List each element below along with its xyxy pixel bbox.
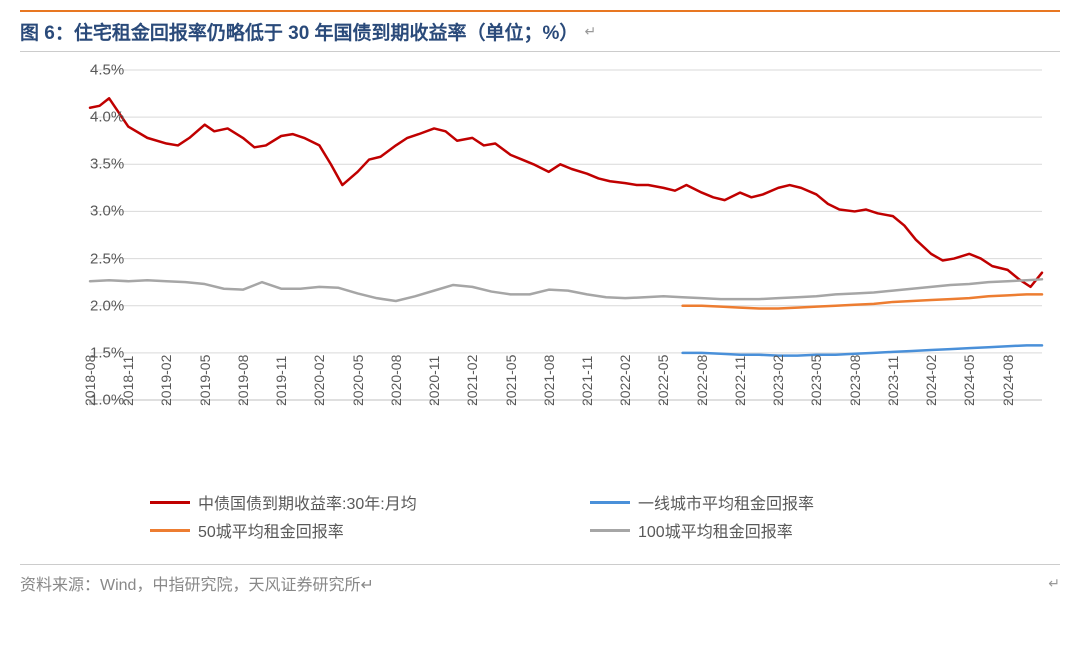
x-axis-label: 2024-08 <box>1000 355 1016 406</box>
x-axis-label: 2022-05 <box>655 355 671 406</box>
x-axis-label: 2021-02 <box>464 355 480 406</box>
x-axis-label: 2019-05 <box>197 355 213 406</box>
legend-label: 50城平均租金回报率 <box>198 518 344 542</box>
x-axis-label: 2019-08 <box>235 355 251 406</box>
legend-swatch <box>590 501 630 504</box>
legend-item: 100城平均租金回报率 <box>590 518 1030 542</box>
legend-item: 50城平均租金回报率 <box>150 518 590 542</box>
chart-title: 图 6：住宅租金回报率仍略低于 30 年国债到期收益率（单位；%） <box>20 18 578 45</box>
source-bar: 资料来源：Wind，中指研究院，天风证券研究所↵ ↵ <box>20 564 1060 601</box>
source-right: ↵ <box>1048 575 1060 592</box>
chart-svg <box>20 60 1060 560</box>
figure-container: 图 6：住宅租金回报率仍略低于 30 年国债到期收益率（单位；%） ↵ 1.0%… <box>0 0 1080 611</box>
plot-area: 1.0%1.5%2.0%2.5%3.0%3.5%4.0%4.5%2018-082… <box>20 60 1060 560</box>
x-axis-label: 2022-02 <box>617 355 633 406</box>
x-axis-label: 2022-11 <box>732 356 748 406</box>
title-bar: 图 6：住宅租金回报率仍略低于 30 年国债到期收益率（单位；%） ↵ <box>20 10 1060 52</box>
x-axis-label: 2020-11 <box>426 356 442 406</box>
x-axis-label: 2024-05 <box>961 355 977 406</box>
legend-swatch <box>590 529 630 532</box>
x-axis-label: 2020-08 <box>388 355 404 406</box>
legend-label: 中债国债到期收益率:30年:月均 <box>198 490 417 514</box>
legend-label: 100城平均租金回报率 <box>638 518 793 542</box>
x-axis-label: 2023-02 <box>770 355 786 406</box>
x-axis-label: 2021-08 <box>541 355 557 406</box>
x-axis-label: 2020-02 <box>311 355 327 406</box>
source-text: 资料来源：Wind，中指研究院，天风证券研究所↵ <box>20 571 374 595</box>
chart-area: 1.0%1.5%2.0%2.5%3.0%3.5%4.0%4.5%2018-082… <box>20 60 1060 560</box>
legend-item: 中债国债到期收益率:30年:月均 <box>150 490 590 514</box>
x-axis-label: 2020-05 <box>350 355 366 406</box>
x-axis-label: 2021-11 <box>579 356 595 406</box>
legend-swatch <box>150 501 190 504</box>
title-suffix: ↵ <box>584 23 596 40</box>
x-axis-label: 2023-08 <box>847 355 863 406</box>
x-axis-label: 2024-02 <box>923 355 939 406</box>
legend: 中债国债到期收益率:30年:月均 一线城市平均租金回报率 50城平均租金回报率 100… <box>150 490 1050 546</box>
x-axis-label: 2021-05 <box>503 355 519 406</box>
legend-item: 一线城市平均租金回报率 <box>590 490 1030 514</box>
x-axis-label: 2022-08 <box>694 355 710 406</box>
x-axis-label: 2018-11 <box>120 356 136 406</box>
series-line <box>90 279 1042 301</box>
x-axis-label: 2019-11 <box>273 356 289 406</box>
x-axis-label: 2018-08 <box>82 355 98 406</box>
legend-swatch <box>150 529 190 532</box>
legend-label: 一线城市平均租金回报率 <box>638 490 814 514</box>
x-axis-label: 2019-02 <box>158 355 174 406</box>
x-axis-label: 2023-11 <box>885 356 901 406</box>
x-axis-label: 2023-05 <box>808 355 824 406</box>
series-line <box>683 294 1042 308</box>
